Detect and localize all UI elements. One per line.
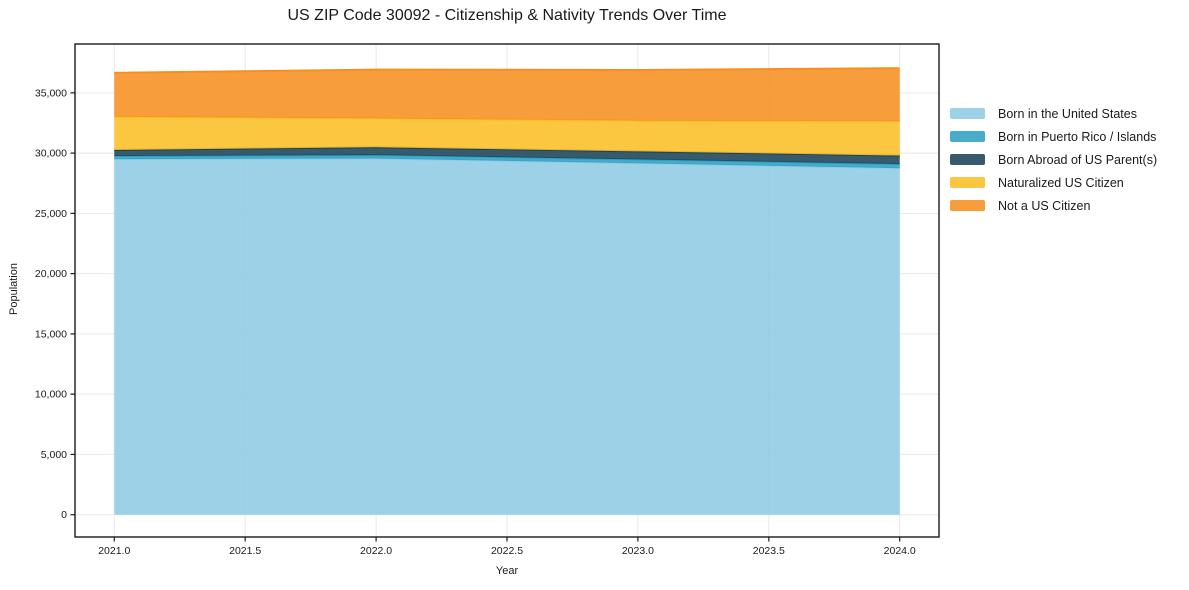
legend-swatch-naturalized bbox=[950, 177, 985, 188]
area-edge-4 bbox=[114, 67, 900, 74]
y-tick-label: 20,000 bbox=[35, 268, 67, 280]
x-tick-label: 2023.0 bbox=[622, 545, 654, 557]
legend-swatch-not-citizen bbox=[950, 200, 985, 211]
legend-label: Born in the United States bbox=[998, 106, 1137, 121]
legend-item: Not a US Citizen bbox=[950, 194, 1157, 217]
area-series-1 bbox=[114, 155, 900, 169]
legend: Born in the United States Born in Puerto… bbox=[950, 102, 1157, 217]
area-series-4 bbox=[114, 68, 900, 122]
area-series-0 bbox=[114, 158, 900, 515]
chart-title: US ZIP Code 30092 - Citizenship & Nativi… bbox=[287, 7, 727, 24]
legend-label: Not a US Citizen bbox=[998, 198, 1091, 213]
legend-item: Naturalized US Citizen bbox=[950, 171, 1157, 194]
y-tick-label: 15,000 bbox=[35, 328, 67, 340]
x-axis-label: Year bbox=[495, 565, 519, 577]
legend-swatch-born-abroad bbox=[950, 154, 985, 165]
area-series-2 bbox=[114, 147, 900, 165]
legend-label: Naturalized US Citizen bbox=[998, 175, 1124, 190]
tick-labels-layer: 2021.0 2021.5 2022.0 2022.5 2023.0 2023.5 2024… bbox=[35, 87, 916, 557]
x-tick-label: 2022.0 bbox=[360, 545, 392, 557]
legend-label: Born Abroad of US Parent(s) bbox=[998, 152, 1158, 167]
y-axis-label: Population bbox=[8, 263, 20, 315]
x-tick-label: 2022.5 bbox=[491, 545, 523, 557]
legend-swatch-born-pr bbox=[950, 131, 985, 142]
y-tick-label: 10,000 bbox=[35, 389, 67, 401]
x-tick-label: 2021.0 bbox=[98, 545, 130, 557]
y-tick-label: 35,000 bbox=[35, 87, 67, 99]
areas-layer bbox=[114, 67, 900, 515]
area-series-3 bbox=[114, 116, 900, 156]
x-tick-label: 2023.5 bbox=[753, 545, 785, 557]
y-tick-label: 30,000 bbox=[35, 148, 67, 160]
x-tick-label: 2021.5 bbox=[229, 545, 261, 557]
legend-item: Born in Puerto Rico / Islands bbox=[950, 125, 1157, 148]
y-tick-label: 0 bbox=[61, 509, 67, 521]
legend-swatch-born-us bbox=[950, 108, 985, 119]
legend-label: Born in Puerto Rico / Islands bbox=[998, 129, 1157, 144]
axis-layer bbox=[70, 43, 940, 542]
y-tick-label: 5,000 bbox=[41, 449, 67, 461]
y-tick-label: 25,000 bbox=[35, 208, 67, 220]
x-tick-label: 2024.0 bbox=[884, 545, 916, 557]
legend-item: Born in the United States bbox=[950, 102, 1157, 125]
legend-item: Born Abroad of US Parent(s) bbox=[950, 148, 1157, 171]
